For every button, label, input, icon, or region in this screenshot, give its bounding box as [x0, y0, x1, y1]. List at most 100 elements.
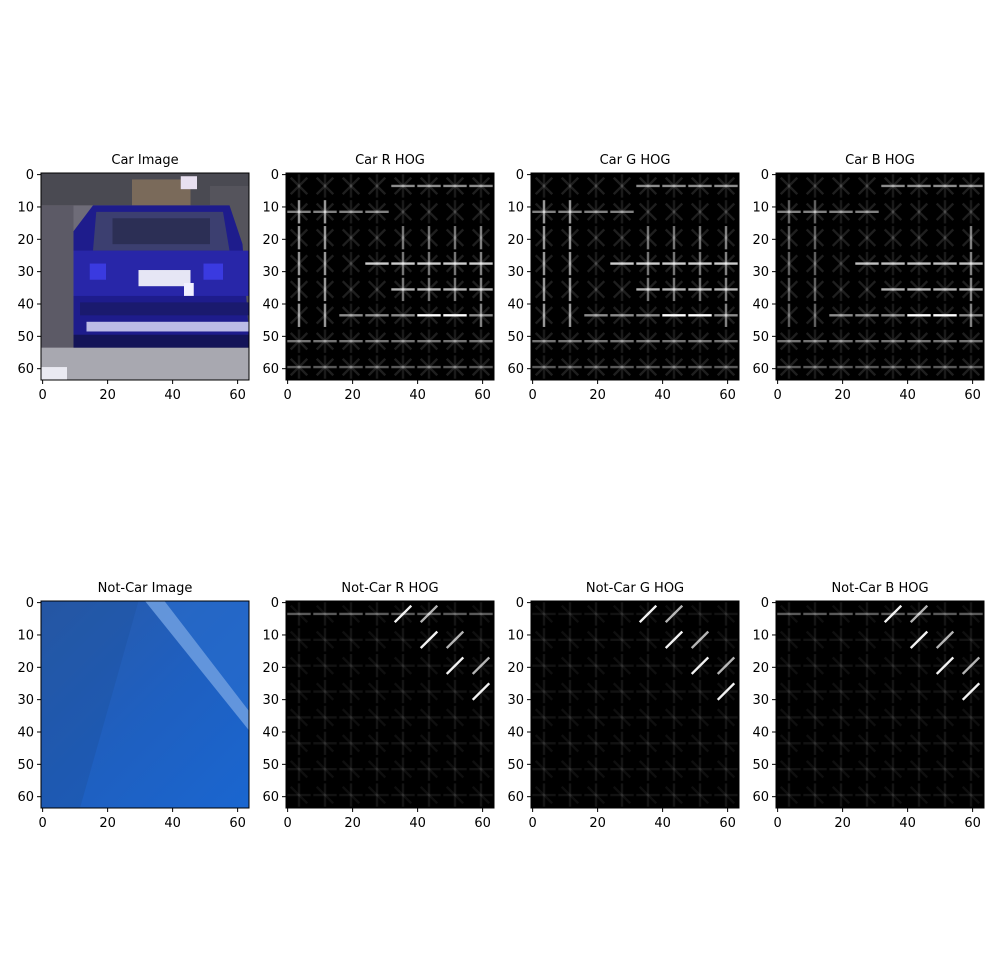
hog-gradient-stroke	[909, 604, 929, 624]
hog-gradient-stroke	[534, 202, 554, 221]
hog-gradient-stroke	[419, 604, 439, 624]
hog-gradient-stroke	[315, 630, 335, 649]
y-tick-label: 10	[752, 200, 769, 215]
hog-gradient-stroke	[909, 280, 929, 299]
subplot-car-g-hog: Car G HOG 0 20 40 60 0 10 20 30 40 50 60	[507, 153, 740, 403]
hog-gradient-stroke	[419, 254, 439, 273]
hog-gradient-stroke	[289, 202, 309, 221]
hog-gradient-stroke	[779, 280, 799, 299]
hog-gradient-stroke	[419, 306, 439, 325]
hog-gradient-stroke	[805, 306, 825, 325]
hog-gradient-stroke	[883, 357, 903, 377]
hog-gradient-stroke	[883, 630, 903, 649]
hog-gradient-stroke	[831, 682, 851, 701]
hog-gradient-stroke	[831, 176, 851, 196]
hog-gradient-stroke	[560, 306, 580, 325]
hog-gradient-stroke	[690, 280, 710, 299]
hog-gradient-stroke	[471, 254, 491, 273]
hog-gradient-stroke	[393, 734, 413, 753]
hog-gradient-stroke	[935, 357, 955, 377]
axes-frame	[40, 600, 250, 809]
hog-gradient-stroke	[690, 228, 710, 247]
hog-gradient-stroke	[341, 176, 361, 196]
hog-gradient-stroke	[586, 202, 606, 221]
hog-gradient-stroke	[586, 332, 606, 351]
x-tick-label: 40	[899, 388, 916, 403]
hog-gradient-stroke	[612, 357, 632, 377]
hog-gradient-stroke	[471, 357, 491, 377]
hog-gradient-stroke	[935, 785, 955, 805]
hog-gradient-stroke	[638, 202, 658, 221]
hog-gradient-stroke	[690, 357, 710, 377]
hog-gradient-stroke	[935, 630, 955, 649]
hog-gradient-stroke	[935, 682, 955, 701]
hog-gradient-stroke	[831, 280, 851, 299]
hog-gradient-stroke	[367, 357, 387, 377]
hog-gradient-stroke	[909, 254, 929, 273]
y-tick-label: 0	[761, 168, 769, 183]
y-tick-label: 50	[752, 330, 769, 345]
hog-gradient-stroke	[393, 630, 413, 649]
hog-gradient-stroke	[935, 332, 955, 351]
y-tick-label: 0	[516, 168, 524, 183]
hog-gradient-stroke	[857, 306, 877, 325]
hog-gradient-stroke	[419, 708, 439, 727]
hog-gradient-stroke	[534, 280, 554, 299]
hog-gradient-stroke	[419, 254, 439, 273]
hog-gradient-stroke	[315, 306, 335, 325]
hog-gradient-stroke	[961, 332, 981, 351]
y-tick-label: 60	[262, 362, 279, 377]
hog-gradient-stroke	[664, 785, 684, 805]
hog-gradient-stroke	[716, 176, 736, 196]
hog-gradient-stroke	[393, 357, 413, 377]
hog-gradient-stroke	[471, 254, 491, 273]
hog-gradient-stroke	[805, 682, 825, 701]
hog-gradient-stroke	[315, 202, 335, 221]
hog-gradient-stroke	[961, 760, 981, 779]
y-tick-label: 30	[262, 265, 279, 280]
hog-gradient-stroke	[883, 254, 903, 273]
hog-gradient-stroke	[393, 306, 413, 325]
hog-gradient-stroke	[445, 228, 465, 247]
hog-gradient-stroke	[315, 357, 335, 377]
hog-gradient-stroke	[664, 760, 684, 779]
hog-gradient-stroke	[289, 176, 309, 196]
hog-gradient-stroke	[560, 332, 580, 351]
hog-gradient-stroke	[445, 254, 465, 273]
hog-gradient-stroke	[716, 785, 736, 805]
hog-gradient-stroke	[612, 228, 632, 247]
hog-gradient-stroke	[961, 254, 981, 273]
hog-gradient-stroke	[560, 202, 580, 221]
hog-gradient-stroke	[716, 254, 736, 273]
hog-gradient-stroke	[315, 760, 335, 779]
hog-gradient-stroke	[419, 176, 439, 196]
hog-gradient-stroke	[471, 332, 491, 351]
hog-gradient-stroke	[419, 785, 439, 805]
hog-gradient-stroke	[961, 202, 981, 221]
hog-gradient-stroke	[367, 332, 387, 351]
hog-gradient-stroke	[367, 630, 387, 649]
hog-gradient-stroke	[664, 656, 684, 675]
hog-gradient-stroke	[315, 228, 335, 247]
hog-gradient-stroke	[419, 630, 439, 649]
axes-ticks: 0 20 40 60 0 10 20 30 40 50 60	[507, 596, 735, 831]
hog-gradient-stroke	[445, 357, 465, 377]
hog-gradient-stroke	[315, 306, 335, 325]
hog-gradient-stroke	[341, 604, 361, 624]
hog-gradient-stroke	[586, 280, 606, 299]
hog-gradient-stroke	[534, 202, 554, 221]
y-tick-label: 40	[752, 297, 769, 312]
hog-gradient-stroke	[367, 202, 387, 221]
hog-gradient-stroke	[534, 682, 554, 701]
hog-gradient-stroke	[664, 306, 684, 325]
hog-gradient-stroke	[935, 708, 955, 727]
hog-gradient-stroke	[560, 254, 580, 273]
hog-gradient-stroke	[690, 357, 710, 377]
hog-gradient-stroke	[779, 306, 799, 325]
hog-gradient-stroke	[779, 176, 799, 196]
hog-gradient-stroke	[935, 202, 955, 221]
hog-gradient-stroke	[367, 280, 387, 299]
hog-gradient-stroke	[805, 306, 825, 325]
y-tick-label: 30	[752, 693, 769, 708]
hog-gradient-stroke	[419, 332, 439, 351]
